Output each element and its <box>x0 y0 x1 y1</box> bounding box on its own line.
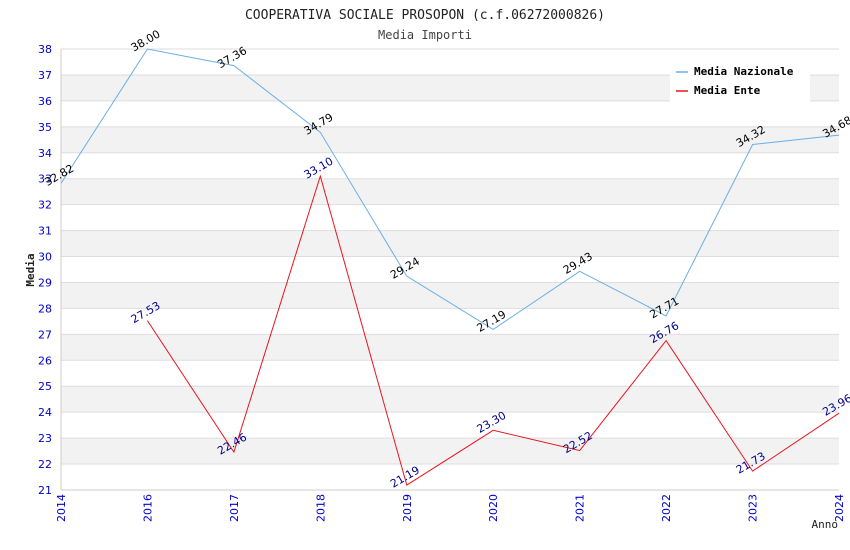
y-tick-label: 22 <box>38 458 52 471</box>
y-tick-label: 32 <box>38 199 52 212</box>
x-tick-label: 2024 <box>833 494 846 522</box>
x-tick-label: 2014 <box>55 494 68 522</box>
y-axis-label: Media <box>24 253 37 286</box>
x-tick-label: 2021 <box>574 494 587 522</box>
y-tick-label: 26 <box>38 354 52 367</box>
data-label: 29.24 <box>388 255 422 282</box>
data-label: 38.00 <box>129 27 163 54</box>
plot-bands <box>61 74 839 465</box>
plot-band <box>61 230 839 257</box>
x-tick-label: 2023 <box>747 494 760 522</box>
y-tick-label: 34 <box>38 147 52 160</box>
chart-title: COOPERATIVA SOCIALE PROSOPON (c.f.062720… <box>245 8 605 23</box>
y-tick-label: 21 <box>38 484 52 497</box>
axes <box>60 49 839 491</box>
x-tick-label: 2016 <box>141 494 154 522</box>
chart-subtitle: Media Importi <box>378 28 472 42</box>
x-tick-label: 2019 <box>401 494 414 522</box>
x-axis-label: Anno <box>812 518 839 531</box>
plot-band <box>61 438 839 465</box>
x-tick-label: 2018 <box>314 494 327 522</box>
y-tick-label: 29 <box>38 276 52 289</box>
y-tick-label: 37 <box>38 69 52 82</box>
y-tick-label: 28 <box>38 302 52 315</box>
plot-band <box>61 126 839 153</box>
y-tick-label: 23 <box>38 432 52 445</box>
y-tick-label: 24 <box>38 406 52 419</box>
x-tick-label: 2017 <box>228 494 241 522</box>
y-tick-label: 27 <box>38 328 52 341</box>
y-tick-label: 36 <box>38 95 52 108</box>
plot-band <box>61 386 839 413</box>
legend-label-media-nazionale: Media Nazionale <box>694 65 794 78</box>
plot-band <box>61 282 839 309</box>
data-label: 37.36 <box>215 44 249 71</box>
y-tick-label: 38 <box>38 43 52 56</box>
data-label: 27.19 <box>475 308 509 335</box>
gridlines <box>61 48 839 491</box>
x-tick-label: 2022 <box>660 494 673 522</box>
legend: Media Nazionale Media Ente <box>670 62 810 102</box>
y-tick-labels: 21 22 23 24 25 26 27 28 29 30 31 32 33 34 35 36 37 38 <box>38 43 52 497</box>
data-label: 33.10 <box>302 155 336 182</box>
x-tick-labels: 2014 2016 2017 2018 2019 2020 2021 2022 2023 2024 <box>55 494 846 522</box>
y-tick-label: 25 <box>38 380 52 393</box>
series-line-media-ente <box>146 174 840 486</box>
plot-band <box>61 178 839 205</box>
series-line-media-nazionale <box>60 48 840 330</box>
data-label: 21.19 <box>388 464 422 491</box>
y-tick-label: 35 <box>38 121 52 134</box>
x-tick-label: 2020 <box>487 494 500 522</box>
plot-band <box>61 334 839 361</box>
y-tick-label: 30 <box>38 251 52 264</box>
y-tick-label: 31 <box>38 225 52 238</box>
y-tick-label: 33 <box>38 173 52 186</box>
legend-label-media-ente: Media Ente <box>694 84 761 97</box>
series-lines <box>60 48 840 486</box>
legend-box <box>670 62 810 102</box>
